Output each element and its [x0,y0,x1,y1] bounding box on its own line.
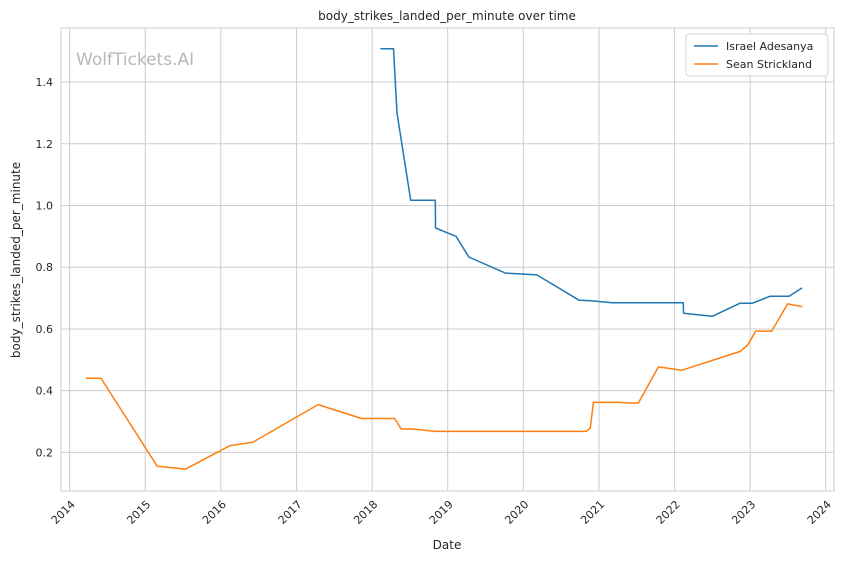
x-tick-label: 2024 [805,498,834,527]
y-tick-label: 1.4 [36,76,54,89]
y-tick-label: 0.4 [36,385,54,398]
legend: Israel Adesanya Sean Strickland [685,33,829,77]
y-tick-label: 0.6 [36,323,54,336]
legend-label-adesanya: Israel Adesanya [726,40,813,53]
x-tick-label: 2023 [729,498,758,527]
watermark-logo: WolfTickets.AI [76,50,194,70]
x-tick-label: 2018 [351,498,380,527]
grid [61,28,834,491]
x-tick-label: 2021 [578,498,607,527]
legend-box [685,33,829,77]
x-tick-label: 2015 [124,498,153,527]
series-line-israel-adesanya [380,47,803,318]
y-axis-label: body_strikes_landed_per_minute [9,162,23,358]
x-tick-label: 2014 [49,498,78,527]
x-tick-label: 2019 [427,498,456,527]
x-tick-label: 2017 [276,498,305,527]
legend-label-strickland: Sean Strickland [726,58,812,71]
series-line-sean-strickland [85,303,803,470]
x-tick-label: 2020 [502,498,531,527]
y-tick-label: 1.0 [36,199,54,212]
y-tick-label: 0.8 [36,261,54,274]
y-tick-label: 1.2 [36,138,54,151]
y-tick-label: 0.2 [36,446,54,459]
x-tick-label: 2022 [654,498,683,527]
x-axis-ticks: 2014 2015 2016 2017 2018 2019 2020 2021 2022 2023… [49,498,834,527]
x-tick-label: 2016 [200,498,229,527]
x-axis-label: Date [433,538,462,552]
chart-title: body_strikes_landed_per_minute over time [318,9,576,23]
y-axis-ticks: 0.2 0.4 0.6 0.8 1.0 1.2 1.4 [36,76,54,459]
plot-frame [60,27,835,492]
series-lines [85,47,803,470]
